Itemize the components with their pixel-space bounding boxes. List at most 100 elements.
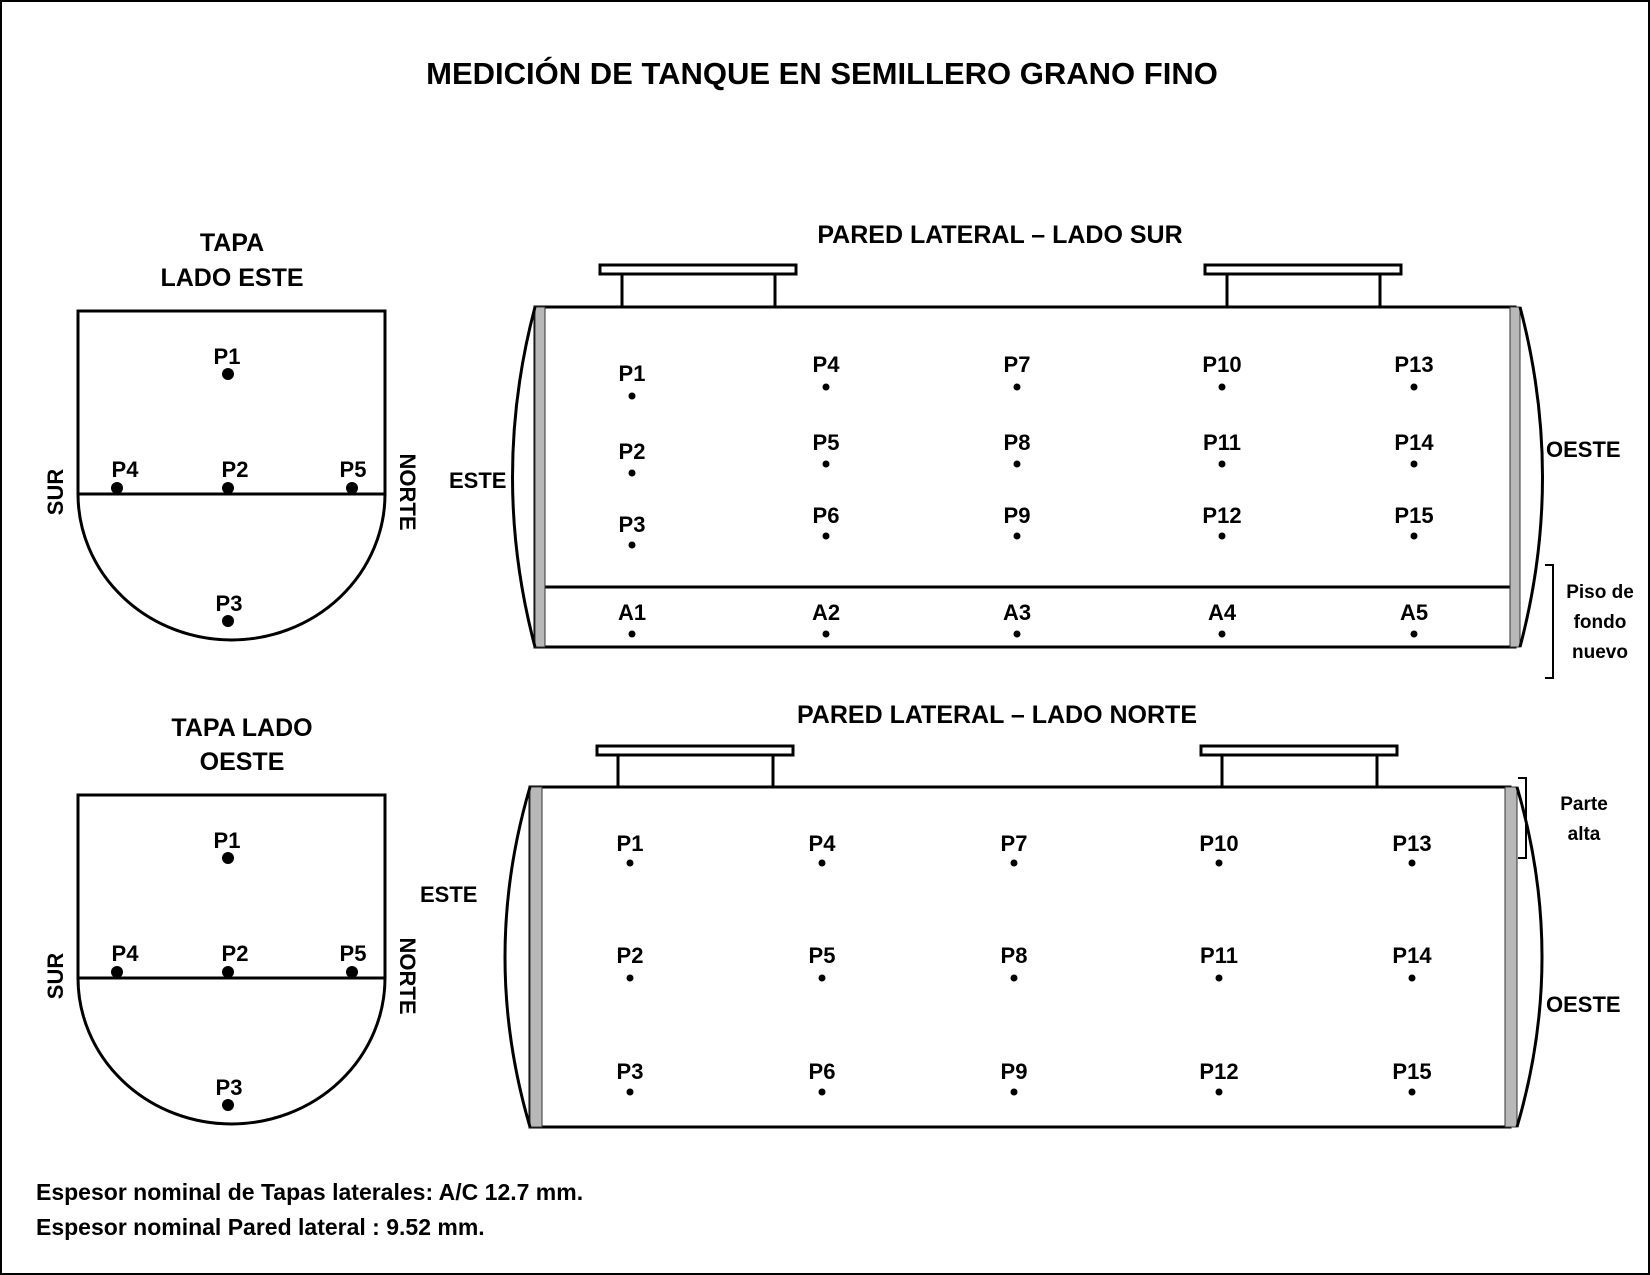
wall-south-floor-point-a3: A3	[1003, 600, 1031, 638]
wall-north-title: PARED LATERAL – LADO NORTE	[797, 701, 1197, 729]
cap-east: TAPA LADO ESTE SUR NORTE	[43, 229, 420, 642]
cap-east-point-p1: P1	[214, 344, 240, 380]
cap-east-point-dot	[346, 482, 358, 494]
cap-west-point-p1: P1	[214, 828, 241, 864]
wall-north-point-dot	[818, 1088, 826, 1096]
wall-north-point-dot	[626, 974, 634, 982]
wall-south-title: PARED LATERAL – LADO SUR	[817, 221, 1182, 249]
wall-south-point-p4: P4	[813, 352, 841, 391]
wall-south-bracket-note-3: nuevo	[1572, 642, 1628, 663]
wall-north-point-p10: P10	[1199, 831, 1239, 867]
cap-east-point-p5: P5	[340, 457, 367, 494]
wall-north-point-dot	[1215, 1088, 1223, 1096]
cap-west-point-label: P4	[112, 941, 140, 966]
wall-south-point-dot	[1410, 460, 1418, 468]
wall-south-floor-point-dot	[1218, 630, 1226, 638]
cap-west-point-p4: P4	[111, 941, 139, 978]
wall-south-point-p2: P2	[619, 439, 645, 477]
wall-north-point-label: P3	[617, 1059, 644, 1084]
cap-west-upper-outline	[76, 793, 387, 978]
wall-south-point-p15: P15	[1394, 503, 1434, 540]
wall-north-point-p8: P8	[1001, 943, 1028, 982]
wall-south-point-dot	[1410, 532, 1418, 540]
wall-north-point-dot	[1408, 1088, 1416, 1096]
cap-west-point-p5: P5	[340, 941, 367, 978]
wall-south-point-p6: P6	[813, 503, 840, 540]
wall-south-left-label: ESTE	[449, 468, 506, 493]
wall-north-point-label: P9	[1001, 1059, 1028, 1084]
wall-south-point-label: P11	[1203, 430, 1241, 455]
wall-north-point-dot	[1010, 859, 1018, 867]
note-wall-thickness: Espesor nominal Pared lateral : 9.52 mm.	[36, 1214, 485, 1240]
wall-north-west-head	[1515, 786, 1544, 1128]
wall-south-point-dot	[628, 392, 636, 400]
wall-south-point-p3: P3	[619, 512, 645, 549]
wall-north-point-dot	[818, 859, 826, 867]
cap-east-title-line1: TAPA	[200, 229, 264, 257]
wall-south-floor-point-a4: A4	[1208, 600, 1237, 638]
wall-south-bracket-note-2: fondo	[1574, 612, 1627, 633]
wall-north-point-label: P4	[809, 831, 837, 856]
wall-south-point-label: P15	[1394, 503, 1433, 528]
wall-north-bracket-note-1: Parte	[1560, 794, 1608, 815]
wall-south-floor-point-dot	[822, 630, 830, 638]
wall-south-point-p9: P9	[1004, 503, 1030, 540]
wall-north-right-label: OESTE	[1546, 992, 1621, 1017]
wall-south-point-label: P4	[813, 352, 841, 377]
wall-south-manhole-2-neck	[1225, 274, 1382, 307]
cap-west-title-line2: OESTE	[200, 748, 285, 776]
wall-north-point-dot	[1408, 974, 1416, 982]
cap-west-point-p3: P3	[216, 1075, 242, 1111]
wall-north-point-dot	[626, 1088, 634, 1096]
wall-north-point-p13: P13	[1392, 831, 1432, 867]
wall-north-west-weld-band	[1504, 786, 1518, 1128]
cap-west-point-label: P5	[340, 941, 367, 966]
wall-south-point-label: P14	[1394, 430, 1434, 455]
main-title: MEDICIÓN DE TANQUE EN SEMILLERO GRANO FI…	[426, 55, 1218, 91]
wall-north-point-label: P1	[617, 831, 644, 856]
cap-east-title-line2: LADO ESTE	[160, 264, 303, 292]
wall-south-point-dot	[822, 460, 830, 468]
wall-south-floor-point-label: A4	[1208, 600, 1237, 625]
wall-north-point-label: P10	[1199, 831, 1238, 856]
cap-west: TAPA LADO OESTE SUR NORTE	[43, 714, 420, 1126]
wall-north-point-label: P7	[1001, 831, 1028, 856]
wall-north-point-label: P15	[1392, 1059, 1431, 1084]
wall-north-point-p12: P12	[1199, 1059, 1239, 1096]
cap-west-point-p2: P2	[222, 941, 248, 978]
wall-south-point-label: P10	[1202, 352, 1241, 377]
wall-south-floor-point-dot	[1410, 630, 1418, 638]
wall-south-floor-point-label: A3	[1003, 600, 1031, 625]
wall-north-point-p3: P3	[617, 1059, 644, 1096]
wall-north-point-dot	[1215, 974, 1223, 982]
wall-north-point-p7: P7	[1001, 831, 1028, 867]
wall-north-point-label: P5	[809, 943, 836, 968]
wall-north-point-dot	[626, 859, 634, 867]
wall-north-point-label: P2	[617, 943, 644, 968]
cap-east-point-label: P5	[340, 457, 367, 482]
wall-south-floor-point-label: A5	[1400, 600, 1428, 625]
wall-north-left-label: ESTE	[420, 882, 477, 907]
wall-south-point-p12: P12	[1202, 503, 1242, 540]
wall-south-point-dot	[628, 541, 636, 549]
wall-south-manhole-1-neck	[620, 274, 777, 307]
cap-east-point-label: P2	[222, 457, 249, 482]
wall-south-point-dot	[1218, 383, 1226, 391]
wall-north-point-label: P8	[1001, 943, 1028, 968]
cap-west-point-label: P1	[214, 828, 241, 853]
cap-east-point-dot	[222, 615, 234, 627]
wall-south-point-label: P6	[813, 503, 840, 528]
wall-south-floor-point-label: A2	[812, 600, 840, 625]
wall-south-west-weld-band	[1509, 306, 1521, 648]
wall-north-manhole-1-neck	[616, 753, 775, 789]
wall-south-point-dot	[1218, 532, 1226, 540]
cap-east-point-dot	[111, 482, 123, 494]
wall-south-manhole-1-flange	[598, 263, 798, 276]
wall-south-point-label: P8	[1004, 430, 1031, 455]
cap-east-point-dot	[222, 482, 234, 494]
wall-south-point-dot	[1013, 532, 1021, 540]
wall-south: PARED LATERAL – LADO SUR ESTE OESTE Piso…	[449, 221, 1634, 679]
cap-east-left-label: SUR	[43, 469, 68, 516]
wall-south-point-p10: P10	[1202, 352, 1242, 391]
wall-north-point-label: P11	[1200, 943, 1238, 968]
